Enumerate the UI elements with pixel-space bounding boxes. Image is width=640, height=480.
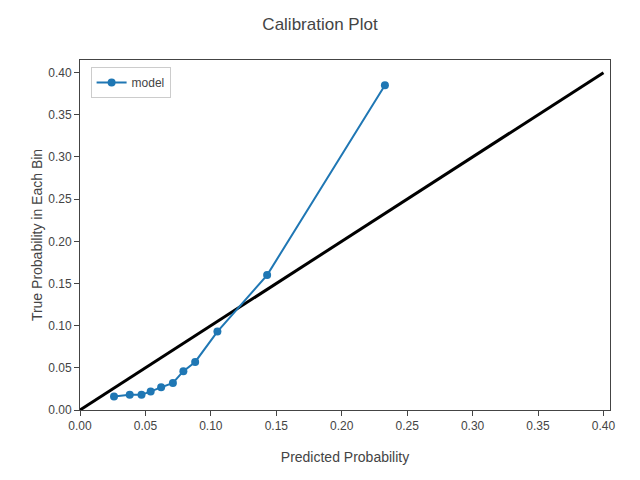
svg-text:0.15: 0.15	[265, 419, 289, 433]
svg-text:0.25: 0.25	[48, 192, 72, 206]
svg-text:model: model	[132, 76, 165, 90]
svg-text:0.05: 0.05	[134, 419, 158, 433]
svg-text:0.10: 0.10	[48, 319, 72, 333]
svg-text:0.30: 0.30	[48, 150, 72, 164]
svg-text:Calibration Plot: Calibration Plot	[262, 15, 378, 34]
svg-text:0.00: 0.00	[48, 403, 72, 417]
svg-text:0.30: 0.30	[461, 419, 485, 433]
svg-text:0.10: 0.10	[199, 419, 223, 433]
svg-text:0.20: 0.20	[330, 419, 354, 433]
svg-text:0.35: 0.35	[526, 419, 550, 433]
svg-text:0.25: 0.25	[395, 419, 419, 433]
svg-text:0.35: 0.35	[48, 108, 72, 122]
svg-text:0.40: 0.40	[48, 66, 72, 80]
svg-text:0.20: 0.20	[48, 235, 72, 249]
svg-text:0.40: 0.40	[592, 419, 616, 433]
svg-text:0.05: 0.05	[48, 361, 72, 375]
svg-text:Predicted Probability: Predicted Probability	[281, 449, 409, 465]
svg-text:0.15: 0.15	[48, 277, 72, 291]
svg-text:0.00: 0.00	[68, 419, 92, 433]
svg-text:True Probability in Each Bin: True Probability in Each Bin	[29, 149, 45, 321]
